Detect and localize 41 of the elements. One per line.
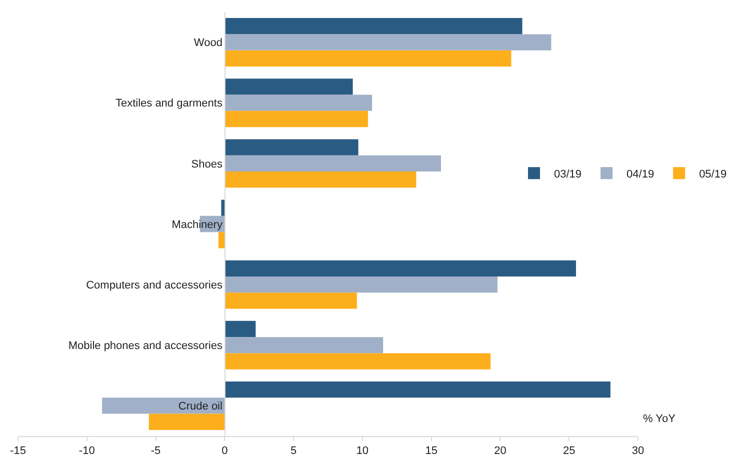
x-tick-label: 30 [632, 445, 644, 458]
x-tick-label: -5 [150, 445, 161, 458]
y-tick-label: Machinery [172, 218, 223, 231]
bar [224, 337, 384, 354]
bar [102, 398, 225, 414]
bar [224, 78, 353, 95]
bar [224, 320, 256, 338]
y-tick-label: Textiles and garments [115, 98, 223, 110]
y-tick-label: Mobile phones and accessories [68, 340, 223, 352]
bar [224, 34, 552, 50]
x-tick-label: 0 [222, 445, 228, 458]
legend-label: 03/19 [554, 168, 582, 180]
bar [221, 200, 225, 216]
x-tick-label: -10 [78, 445, 95, 458]
y-tick-label: Wood [194, 37, 222, 50]
bar [224, 94, 372, 111]
bar [224, 381, 610, 398]
bar [224, 172, 416, 188]
x-tick-label: 10 [356, 445, 369, 458]
y-tick-label: Crude oil [178, 400, 222, 413]
bar [224, 276, 498, 293]
bar [224, 50, 512, 67]
x-tick-label: 15 [425, 445, 438, 458]
x-tick-label: -15 [10, 445, 26, 458]
x-tick-label: 20 [494, 445, 506, 458]
bar [224, 139, 358, 156]
y-tick-label: Computers and accessories [86, 279, 223, 292]
bar [224, 155, 441, 172]
y-tick-label: Shoes [191, 158, 223, 170]
bar [224, 18, 522, 34]
legend-label: 05/19 [699, 168, 727, 180]
x-tick-label: 25 [562, 445, 576, 458]
bar [224, 353, 491, 370]
bar [218, 232, 225, 248]
x-tick-label: 5 [290, 445, 297, 458]
bar [148, 414, 225, 430]
bar [224, 260, 576, 276]
legend-label: 04/19 [626, 168, 654, 180]
bar [224, 110, 368, 128]
bar [224, 292, 357, 309]
text: % YoY [643, 413, 676, 425]
